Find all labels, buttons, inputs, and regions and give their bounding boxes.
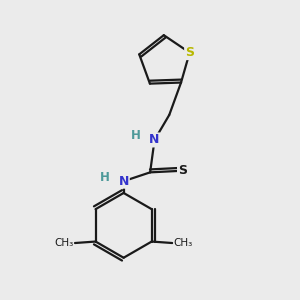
Text: H: H: [100, 171, 110, 184]
Text: S: S: [178, 164, 187, 177]
Text: N: N: [118, 175, 129, 188]
Text: CH₃: CH₃: [174, 238, 193, 248]
Text: N: N: [149, 134, 160, 146]
Text: CH₃: CH₃: [54, 238, 74, 248]
Text: S: S: [185, 46, 194, 59]
Text: H: H: [130, 129, 140, 142]
